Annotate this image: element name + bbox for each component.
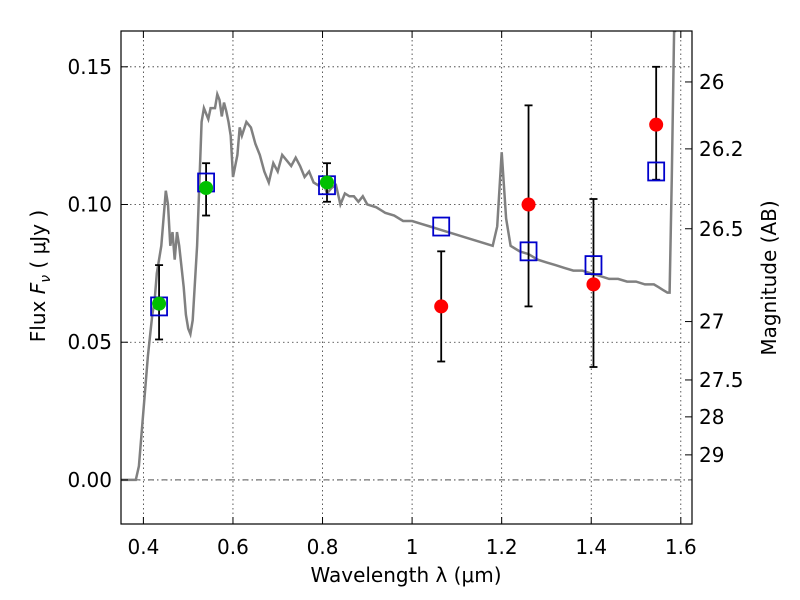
y-tick-label: 0.10 <box>67 193 112 217</box>
grid-lines <box>121 31 692 524</box>
x-tick-label: 0.8 <box>307 535 339 559</box>
x-tick-label: 1 <box>406 535 419 559</box>
observed-flux-markers <box>152 117 664 314</box>
x-tick-label: 1.2 <box>486 535 518 559</box>
right-axis-ticks: 26 26.2 26.5 27 27.5 28 29 <box>685 70 744 467</box>
detection-point <box>152 296 167 311</box>
right-tick-label: 26.2 <box>699 137 744 161</box>
model-photometry-square <box>584 255 603 276</box>
model-photometry-markers <box>150 161 666 317</box>
plot-area <box>121 31 677 482</box>
right-tick-label: 29 <box>699 443 724 467</box>
x-axis-ticks: 0.4 0.6 0.8 1 1.2 1.4 1.6 <box>127 31 697 559</box>
model-photometry-square <box>647 161 666 182</box>
x-tick-label: 0.6 <box>217 535 249 559</box>
y-axis-title: Flux Fν ( μJy ) <box>26 210 54 342</box>
model-photometry-square <box>519 241 538 262</box>
x-tick-label: 0.4 <box>127 535 159 559</box>
nir-point <box>521 197 536 212</box>
right-tick-label: 27.5 <box>699 368 744 392</box>
x-tick-label: 1.6 <box>665 535 697 559</box>
model-photometry-square <box>432 216 451 237</box>
right-tick-label: 28 <box>699 405 724 429</box>
detection-point <box>199 180 214 195</box>
right-tick-label: 26 <box>699 70 724 94</box>
right-tick-label: 27 <box>699 310 724 334</box>
error-bars <box>155 65 661 368</box>
model-spectrum-line <box>121 31 677 482</box>
y-tick-label: 0.00 <box>67 468 112 492</box>
nir-point <box>586 277 601 292</box>
y-tick-label: 0.15 <box>67 55 112 79</box>
plot-frame <box>120 30 693 525</box>
detection-point <box>320 175 335 190</box>
x-tick-label: 1.4 <box>575 535 607 559</box>
nir-point <box>649 117 664 132</box>
right-tick-label: 26.5 <box>699 217 744 241</box>
y-tick-label: 0.05 <box>67 330 112 354</box>
x-axis-title: Wavelength λ (μm) <box>310 563 501 587</box>
y-axis-ticks: 0.00 0.05 0.10 0.15 <box>67 55 128 492</box>
nir-point <box>434 299 449 314</box>
right-axis-title: Magnitude (AB) <box>757 200 781 355</box>
